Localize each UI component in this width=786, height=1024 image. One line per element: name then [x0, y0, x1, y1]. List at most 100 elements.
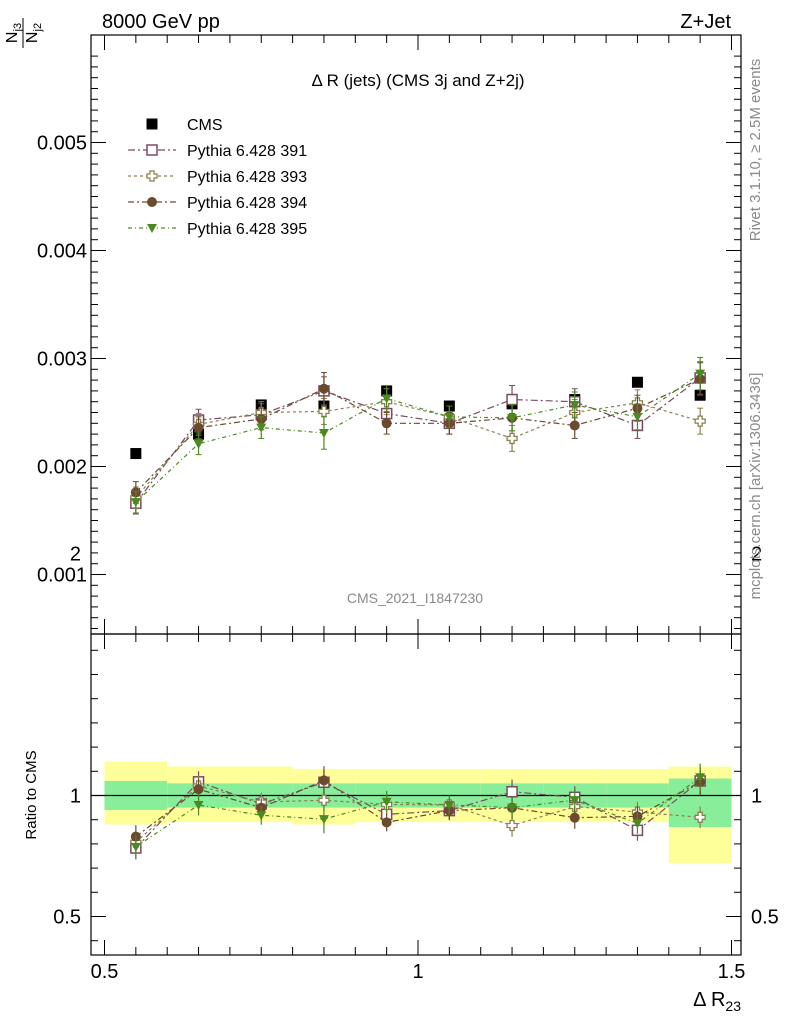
legend-item: Pythia 6.428 391	[128, 143, 307, 160]
y-tick-label: 0.001	[37, 565, 87, 587]
data-point	[506, 432, 518, 445]
series-line	[135, 401, 701, 499]
legend-item: Pythia 6.428 395	[128, 221, 307, 238]
series-mc-4	[130, 356, 706, 514]
ratio-point	[569, 812, 580, 823]
analysis-label: CMS_2021_I1847230	[347, 590, 483, 606]
data-point	[444, 412, 455, 422]
x-tick-label: 0.5	[91, 961, 119, 983]
ratio-y-tick-label-right: 2	[751, 544, 762, 566]
legend-marker	[147, 197, 157, 207]
ratio-point	[507, 803, 518, 813]
ratio-series	[130, 763, 706, 860]
legend-label: CMS	[187, 117, 223, 134]
ylabel-denominator: N	[24, 32, 41, 44]
ratio-series-line	[135, 780, 701, 849]
y-axis-label: Nj3 Nj2	[4, 18, 44, 48]
data-point	[318, 429, 329, 439]
y-tick-label: 0.002	[37, 457, 87, 479]
ratio-point	[694, 811, 706, 823]
ratio-point	[632, 819, 643, 829]
ratio-y-axis-label: Ratio to CMS	[23, 750, 40, 839]
legend-item: Pythia 6.428 394	[128, 195, 307, 212]
ratio-point	[569, 796, 580, 806]
data-point	[193, 439, 204, 449]
legend-label: Pythia 6.428 391	[187, 143, 307, 160]
data-point	[130, 498, 141, 508]
tick-labels: 0.001 0.002 0.003 0.004 0.005 0.5 0.5 1 1 2 2 0.5 1 1…	[37, 133, 779, 984]
legend-marker	[147, 224, 157, 233]
svg-text:Nj3: Nj3	[4, 23, 24, 43]
x-tick-label: 1	[412, 961, 423, 983]
ratio-series-mc-4	[130, 763, 706, 859]
data-point	[569, 420, 580, 431]
y-tick-label: 0.005	[37, 133, 87, 155]
ratio-point	[318, 794, 330, 806]
ratio-y-tick-label: 1	[70, 786, 81, 808]
rivet-label: Rivet 3.1.10, ≥ 2.5M events	[747, 59, 764, 242]
ratio-y-tick-label-right: 0.5	[751, 907, 779, 929]
series-line	[135, 377, 701, 504]
ratio-point	[506, 785, 518, 798]
series-line	[135, 373, 701, 503]
legend-marker	[146, 170, 158, 182]
ratio-point	[695, 773, 706, 783]
ratio-point	[130, 842, 141, 852]
legend-label: Pythia 6.428 395	[187, 221, 307, 238]
legend-label: Pythia 6.428 394	[187, 195, 307, 212]
legend-item: CMS	[146, 117, 223, 134]
data-point	[130, 448, 142, 460]
ratio-point	[193, 784, 204, 795]
y-tick-label: 0.004	[37, 241, 87, 263]
series-mc-1	[130, 361, 706, 515]
series-mc-2	[130, 388, 706, 510]
ratio-point	[381, 797, 392, 807]
ratio-point	[193, 800, 204, 810]
header-right-label: Z+Jet	[680, 11, 731, 33]
data-point	[632, 412, 643, 422]
ratio-point	[256, 811, 267, 821]
x-tick-label: 1.5	[718, 961, 746, 983]
ylabel-denominator-sub: j2	[32, 23, 44, 33]
data-point	[694, 415, 706, 427]
x-axis-label: Δ R23	[693, 989, 741, 1014]
series-line	[135, 378, 701, 493]
plot-frames	[90, 34, 742, 956]
series-mc-3	[130, 362, 706, 504]
xlabel-sub: 23	[725, 998, 741, 1014]
data-point	[695, 369, 706, 379]
data-point	[631, 376, 643, 388]
ylabel-numerator: N	[4, 32, 21, 44]
legend-marker	[146, 144, 158, 156]
legend-label: Pythia 6.428 393	[187, 169, 307, 186]
ratio-series-line	[135, 785, 701, 843]
legend: CMS Pythia 6.428 391 Pythia 6.428 393 Pythi…	[128, 117, 307, 238]
ratio-y-tick-label: 2	[70, 544, 81, 566]
mcplots-label: mcplots.cern.ch [arXiv:1306.3436]	[747, 373, 764, 600]
data-point	[506, 393, 518, 406]
ratio-point	[381, 817, 392, 828]
ratio-y-tick-label-right: 1	[751, 786, 762, 808]
data-point	[569, 400, 580, 410]
ratio-series-line	[135, 776, 701, 848]
data-point	[193, 422, 204, 433]
legend-marker	[146, 118, 158, 130]
main-series	[130, 356, 706, 515]
xlabel-main: Δ R	[693, 989, 725, 1011]
ratio-y-tick-label: 0.5	[53, 907, 81, 929]
axis-ticks	[91, 35, 741, 955]
ratio-point	[318, 815, 329, 825]
chart-title: Δ R (jets) (CMS 3j and Z+2j)	[311, 71, 524, 90]
header-left-label: 8000 GeV pp	[102, 11, 220, 33]
ratio-point	[318, 775, 329, 786]
svg-text:Nj2: Nj2	[24, 23, 44, 43]
ratio-series-line	[135, 779, 701, 838]
data-point	[318, 383, 329, 394]
data-point	[256, 423, 267, 433]
data-point	[507, 413, 518, 423]
ratio-point	[444, 800, 455, 810]
ratio-frame	[90, 633, 742, 956]
legend-item: Pythia 6.428 393	[128, 169, 307, 186]
data-point	[381, 394, 392, 404]
